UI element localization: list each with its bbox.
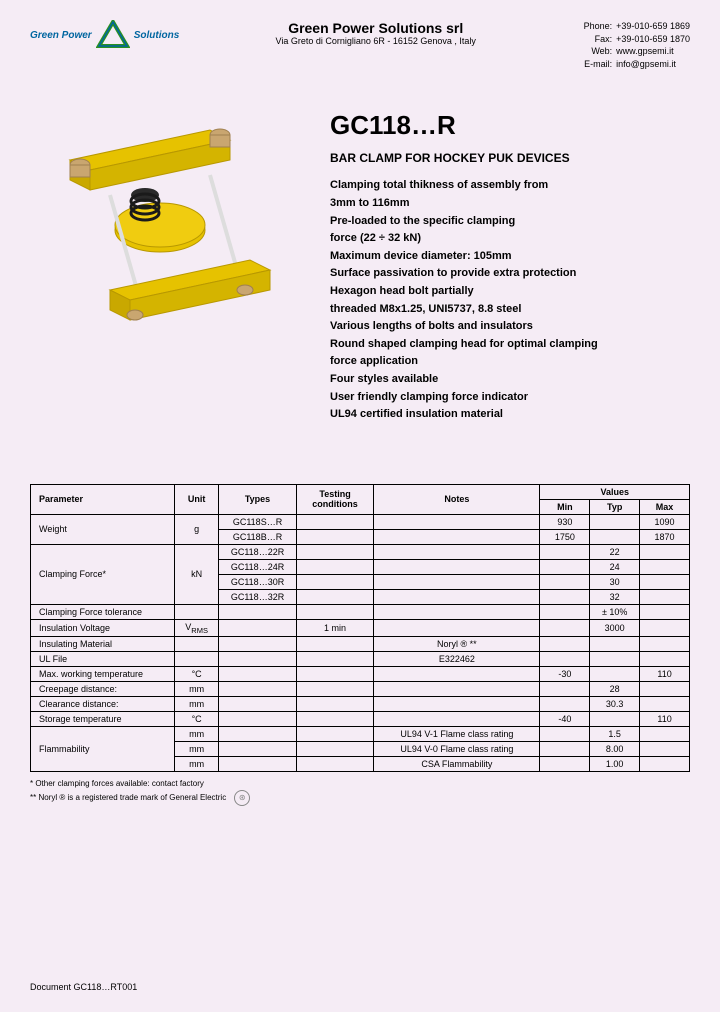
ge-logo-icon: ⊛: [234, 790, 250, 806]
company-name-2: Solutions: [134, 30, 180, 41]
table-row: UL FileE322462: [31, 652, 690, 667]
footnotes: * Other clamping forces available: conta…: [30, 778, 690, 805]
company-name-1: Green Power: [30, 30, 92, 41]
th-unit: Unit: [174, 484, 218, 514]
th-min: Min: [540, 499, 590, 514]
th-types: Types: [219, 484, 297, 514]
feature-line: Round shaped clamping head for optimal c…: [330, 336, 690, 354]
email-value: info@gpsemi.it: [616, 58, 676, 71]
page-header: Green Power Solutions Green Power Soluti…: [30, 20, 690, 70]
feature-line: 3mm to 116mm: [330, 195, 690, 213]
logo-section: Green Power Solutions: [30, 20, 179, 50]
table-row: Weight g GC118S…R 9301090: [31, 514, 690, 529]
fax-value: +39-010-659 1870: [616, 33, 690, 46]
th-notes: Notes: [374, 484, 540, 514]
th-max: Max: [640, 499, 690, 514]
table-row: FlammabilitymmUL94 V-1 Flame class ratin…: [31, 727, 690, 742]
document-id: Document GC118…RT001: [30, 982, 137, 992]
product-info: GC118…R BAR CLAMP FOR HOCKEY PUK DEVICES…: [330, 100, 690, 423]
feature-list: Clamping total thikness of assembly from…: [330, 177, 690, 423]
table-row: Clamping Force* kN GC118…22R22: [31, 544, 690, 559]
spec-table: Parameter Unit Types Testing conditions …: [30, 484, 690, 773]
product-code: GC118…R: [330, 110, 690, 141]
phone-label: Phone:: [572, 20, 612, 33]
feature-line: UL94 certified insulation material: [330, 406, 690, 424]
table-row: Clearance distance:mm30.3: [31, 697, 690, 712]
web-label: Web:: [572, 45, 612, 58]
product-subtitle: BAR CLAMP FOR HOCKEY PUK DEVICES: [330, 151, 690, 165]
fax-label: Fax:: [572, 33, 612, 46]
table-row: Insulating MaterialNoryl ® **: [31, 637, 690, 652]
feature-line: Surface passivation to provide extra pro…: [330, 265, 690, 283]
table-row: Clamping Force tolerance± 10%: [31, 604, 690, 619]
feature-line: force application: [330, 353, 690, 371]
contact-block: Phone: +39-010-659 1869 Fax: +39-010-659 1…: [572, 20, 690, 70]
footnote-1: * Other clamping forces available: conta…: [30, 778, 690, 789]
feature-line: Various lengths of bolts and insulators: [330, 318, 690, 336]
company-title: Green Power Solutions srl: [275, 20, 475, 36]
footnote-2: ** Noryl ® is a registered trade mark of…: [30, 792, 226, 803]
web-value: www.gpsemi.it: [616, 45, 674, 58]
feature-line: User friendly clamping force indicator: [330, 389, 690, 407]
logo-icon: [96, 20, 130, 50]
feature-line: Four styles available: [330, 371, 690, 389]
th-testing: Testing conditions: [296, 484, 374, 514]
email-label: E-mail:: [572, 58, 612, 71]
table-row: Insulation VoltageVRMS1 min3000: [31, 619, 690, 637]
table-row: Storage temperature°C-40110: [31, 712, 690, 727]
company-address: Via Greto di Cornigliano 6R - 16152 Geno…: [275, 36, 475, 46]
feature-line: Maximum device diameter: 105mm: [330, 248, 690, 266]
table-row: Creepage distance:mm28: [31, 682, 690, 697]
feature-line: force (22 ÷ 32 kN): [330, 230, 690, 248]
feature-line: Hexagon head bolt partially: [330, 283, 690, 301]
th-parameter: Parameter: [31, 484, 175, 514]
table-row: Max. working temperature°C-30110: [31, 667, 690, 682]
product-image: [30, 100, 310, 380]
feature-line: Pre-loaded to the specific clamping: [330, 213, 690, 231]
th-typ: Typ: [590, 499, 640, 514]
phone-value: +39-010-659 1869: [616, 20, 690, 33]
main-content: GC118…R BAR CLAMP FOR HOCKEY PUK DEVICES…: [30, 100, 690, 423]
feature-line: Clamping total thikness of assembly from: [330, 177, 690, 195]
feature-line: threaded M8x1.25, UNI5737, 8.8 steel: [330, 301, 690, 319]
th-values: Values: [540, 484, 690, 499]
company-title-block: Green Power Solutions srl Via Greto di C…: [275, 20, 475, 46]
